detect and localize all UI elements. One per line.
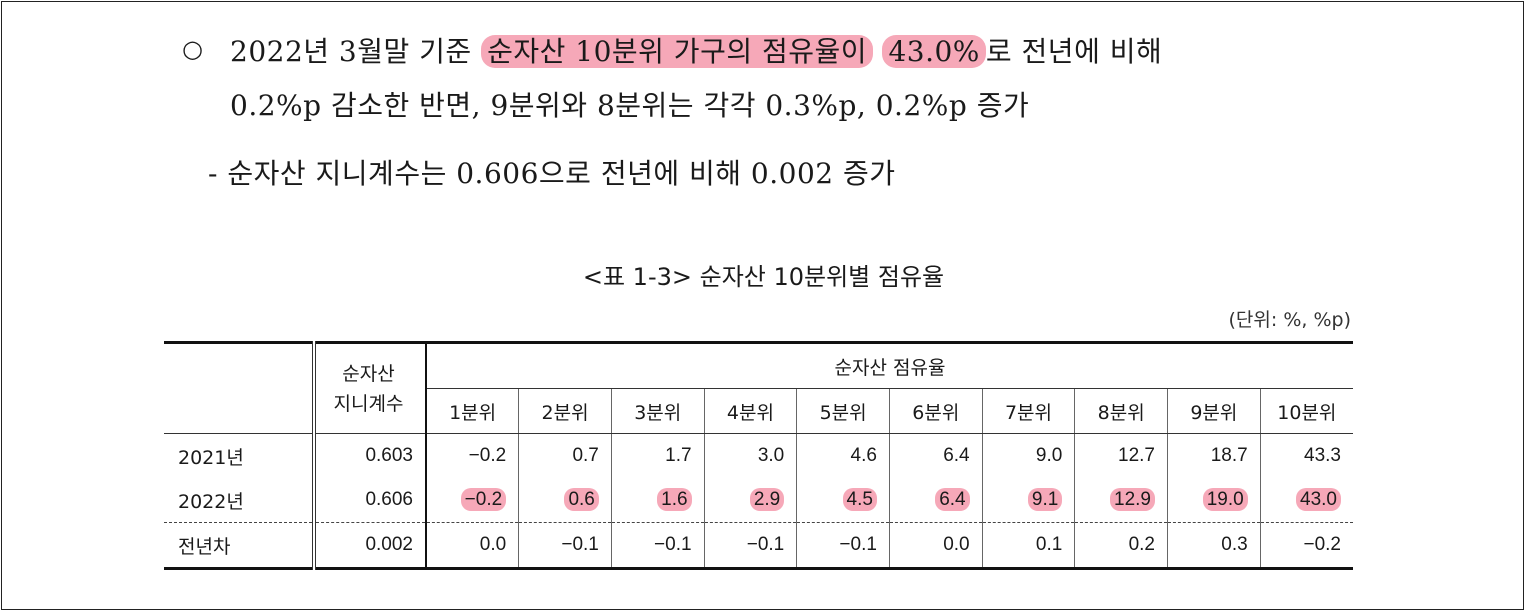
decile-header: 9분위: [1167, 388, 1261, 434]
highlighted-value: 1.6: [657, 488, 692, 511]
decile-header: 7분위: [982, 388, 1076, 434]
paragraph-2: - 순자산 지니계수는 0.606으로 전년에 비해 0.002 증가: [208, 157, 896, 190]
highlighted-value: 43.0: [1296, 488, 1341, 511]
share-cell: 0.0: [426, 522, 520, 570]
share-cell: −0.1: [611, 522, 705, 570]
share-cell: 12.7: [1074, 433, 1168, 478]
share-cell: 0.6: [518, 478, 612, 523]
gini-cell: 0.606: [314, 478, 427, 523]
decile-header: 8분위: [1074, 388, 1168, 434]
highlighted-value: 12.9: [1110, 488, 1155, 511]
gini-header-line-2: 지니계수: [333, 392, 404, 415]
decile-header: 1분위: [426, 388, 520, 434]
share-cell: 43.3: [1304, 445, 1341, 466]
decile-header: 3분위: [611, 388, 705, 434]
gini-cell: 0.002: [314, 522, 427, 570]
gini-cell: 0.603: [314, 433, 427, 478]
share-cell: 6.4: [889, 433, 983, 478]
highlighted-value: 9.1: [1027, 488, 1063, 511]
highlighted-value: 4.5: [842, 488, 877, 511]
share-cell: 12.9: [1074, 478, 1168, 523]
circle-bullet-icon: ○: [182, 35, 203, 63]
share-cell: 4.6: [796, 433, 890, 478]
decile-header: 4분위: [704, 388, 798, 434]
share-cell: 0.1: [982, 522, 1076, 570]
paragraph-1-line-2: 0.2%p 감소한 반면, 9분위와 8분위는 각각 0.3%p, 0.2%p …: [230, 89, 1030, 122]
share-cell: 0.2: [1074, 522, 1168, 570]
para1-highlight-2: 43.0%: [882, 35, 986, 68]
share-cell: 3.0: [704, 433, 798, 478]
decile-header: 5분위: [796, 388, 890, 434]
para1-highlight-1: 순자산 10분위 가구의 점유율이: [481, 35, 874, 68]
table-row: 전년차 0.002 0.0 −0.1 −0.1 −0.1 −0.1 0.0 0.1 0.2 0.3−…: [164, 522, 1353, 570]
gini-header-line-1: 순자산: [342, 362, 395, 385]
share-cell: 0.3: [1167, 522, 1261, 570]
share-cell: 9.1: [982, 478, 1076, 523]
table-body: 2021년 0.603 −0.2 0.7 1.7 3.0 4.6 6.4 9.0 12.7 18.7…: [164, 433, 1353, 570]
empty-corner-cell: [164, 341, 316, 434]
share-cell: 0.7: [518, 433, 612, 478]
decile-share-table: 순자산 지니계수 순자산 점유율 1분위 2분위 3분위 4분위 5분위 6분위 7분위 8분…: [164, 341, 1353, 570]
share-cell: 6.4: [889, 478, 983, 523]
highlighted-value: 19.0: [1202, 488, 1248, 511]
table-row: 2022년 0.606 −0.2 0.6 1.6 2.9 4.5 6.4 9.1 12.9 19.0…: [164, 478, 1353, 523]
decile-header: 10분위: [1260, 388, 1353, 434]
highlighted-value: −0.2: [460, 488, 507, 511]
share-cell: −0.1: [796, 522, 890, 570]
unit-label: (단위: %, %p): [1228, 309, 1351, 331]
highlighted-value: 0.6: [564, 488, 599, 511]
para1-prefix: 2022년 3월말 기준: [230, 35, 482, 68]
share-cell: 43.0: [1260, 478, 1353, 523]
highlighted-value: 2.9: [749, 488, 785, 511]
share-cell: 9.0: [982, 433, 1076, 478]
share-cell: 4.5: [796, 478, 890, 523]
paragraph-1-line-1: 2022년 3월말 기준 순자산 10분위 가구의 점유율이 43.0% 로 전년…: [230, 30, 1162, 70]
para1-suffix: 로 전년에 비해: [985, 35, 1163, 68]
share-cell: −0.2: [1260, 522, 1353, 570]
highlighted-value: 6.4: [935, 488, 970, 511]
gini-header: 순자산 지니계수: [314, 341, 427, 434]
share-cell: −0.1: [518, 522, 612, 570]
row-label: 2022년: [164, 478, 316, 523]
share-cell: −0.2: [426, 433, 520, 478]
share-cell: −0.1: [704, 522, 798, 570]
decile-header: 6분위: [889, 388, 983, 434]
share-cell: −0.2: [426, 478, 520, 523]
share-header: 순자산 점유율: [426, 341, 1353, 389]
table-header-row-1: 순자산 지니계수 순자산 점유율: [164, 341, 1353, 434]
share-cell: 1.7: [611, 433, 705, 478]
share-cell: 19.0: [1167, 478, 1261, 523]
row-label: 전년차: [164, 522, 316, 570]
share-cell: 2.9: [704, 478, 798, 523]
row-label: 2021년: [164, 433, 316, 478]
share-cell: 1.6: [611, 478, 705, 523]
table-header-row-2: 1분위 2분위 3분위 4분위 5분위 6분위 7분위 8분위 9분위 10분위: [164, 388, 1353, 434]
share-cell: 0.0: [889, 522, 983, 570]
table-row: 2021년 0.603 −0.2 0.7 1.7 3.0 4.6 6.4 9.0 12.7 18.7…: [164, 433, 1353, 478]
decile-header: 2분위: [518, 388, 612, 434]
share-cell: 18.7: [1167, 433, 1261, 478]
table-title: <표 1-3> 순자산 10분위별 점유율: [582, 263, 945, 291]
